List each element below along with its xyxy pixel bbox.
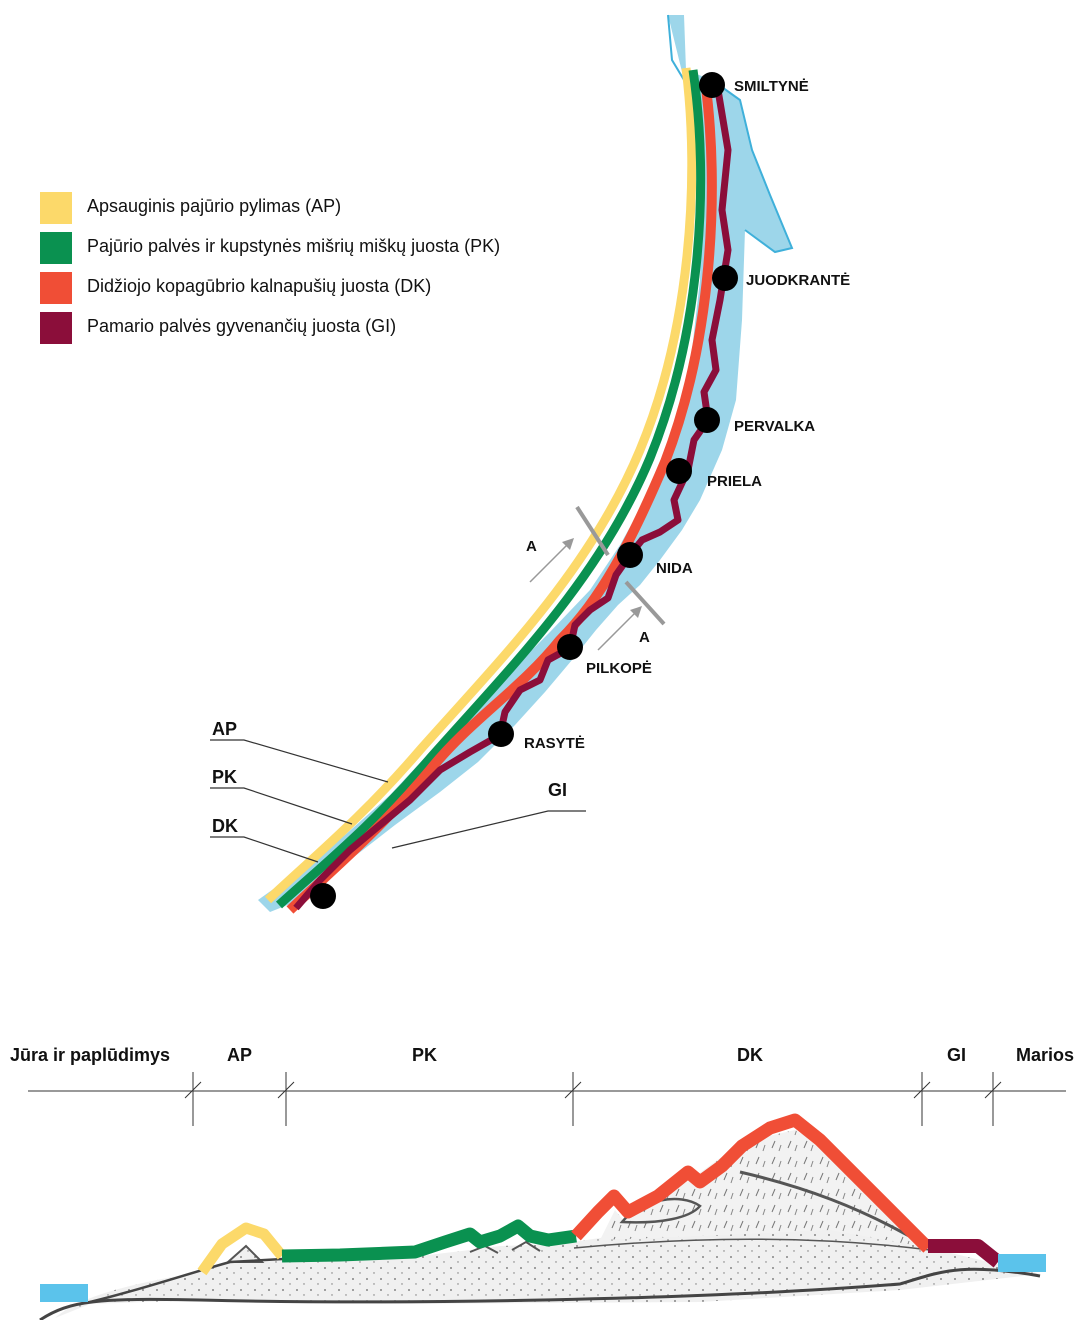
callout-gi-label: GI	[548, 780, 567, 800]
arrow-upper	[529, 539, 573, 583]
callout-ap-label: AP	[212, 719, 237, 739]
callout-pk: PK	[210, 767, 353, 825]
callout-gi-leader	[391, 810, 586, 849]
profile-zone-labels: Jūra ir paplūdimys AP PK DK GI Marios	[10, 1045, 1074, 1065]
settlement-marker	[557, 634, 583, 660]
dune-base-line	[573, 1238, 931, 1251]
zone-divider-tick	[277, 1081, 295, 1099]
settlement-nida: NIDA	[617, 542, 693, 577]
profile-band-dk	[571, 1113, 933, 1253]
profile-sea-water	[40, 1284, 88, 1302]
settlement-marker	[712, 265, 738, 291]
callout-ap-leader	[210, 739, 389, 783]
zone-label-dk: DK	[737, 1045, 763, 1065]
profile-bottom-outline	[39, 1267, 1041, 1320]
zone-dividers	[184, 1072, 1002, 1126]
profile-top-outline	[89, 1256, 301, 1304]
profile-band-ap	[197, 1222, 287, 1276]
profile-band-pk	[281, 1219, 577, 1263]
settlement-marker	[699, 72, 725, 98]
cross-section-profile: Jūra ir paplūdimys AP PK DK GI Marios	[10, 1045, 1074, 1320]
dune-body	[600, 1130, 930, 1248]
settlement-label: JUODKRANTĖ	[746, 272, 850, 289]
arrow-lower	[597, 607, 641, 651]
settlement-pervalka: PERVALKA	[694, 407, 815, 435]
callout-pk-label: PK	[212, 767, 237, 787]
zone-label-pk: PK	[412, 1045, 437, 1065]
callout-dk: DK	[210, 816, 319, 863]
section-marker-upper: A	[526, 538, 537, 555]
section-line-lower	[624, 580, 666, 626]
callout-dk-leader	[210, 836, 319, 863]
legend-swatch	[40, 192, 72, 224]
band-ap	[264, 67, 697, 904]
legend-label: Pajūrio palvės ir kupstynės mišrių miškų…	[87, 236, 501, 256]
settlement-marker	[694, 407, 720, 433]
section-marker-lower: A	[639, 629, 650, 646]
profile-band-gi	[928, 1239, 1003, 1268]
settlement-priela: PRIELA	[666, 458, 762, 490]
zone-label-marios: Marios	[1016, 1045, 1074, 1065]
settlement-label: NIDA	[656, 560, 693, 577]
zone-divider-tick	[913, 1081, 931, 1099]
settlement-label: PILKOPĖ	[586, 660, 652, 677]
settlement-label: PRIELA	[707, 473, 762, 490]
callout-dk-label: DK	[212, 816, 238, 836]
zone-divider-tick	[984, 1081, 1002, 1099]
zone-label-ap: AP	[227, 1045, 252, 1065]
settlement-marker	[488, 721, 514, 747]
settlement-marker	[666, 458, 692, 484]
settlement-rasyte: RASYTĖ	[488, 721, 585, 752]
arrow-lower-head	[630, 606, 642, 618]
settlement-pilkope: PILKOPĖ	[557, 634, 652, 677]
zone-divider-tick	[184, 1081, 202, 1099]
profile-lagoon-water	[998, 1254, 1046, 1272]
spit-map: A A SMILTYNĖ JUODKRANTĖ PERVALKA PRIELA …	[210, 14, 850, 914]
callout-gi: GI	[391, 780, 586, 849]
sea-shoreline	[667, 14, 685, 81]
band-dk	[286, 79, 717, 914]
zone-divider-tick	[564, 1081, 582, 1099]
settlement-label: SMILTYNĖ	[734, 78, 809, 95]
band-gi	[293, 89, 732, 911]
legend-label: Apsauginis pajūrio pylimas (AP)	[87, 196, 342, 216]
callout-pk-leader	[210, 787, 353, 825]
legend-swatch	[40, 232, 72, 264]
lagoon-shoreline	[711, 79, 794, 254]
zone-label-gi: GI	[947, 1045, 966, 1065]
settlement-label: PERVALKA	[734, 418, 815, 435]
settlement-marker	[617, 542, 643, 568]
legend-swatch	[40, 312, 72, 344]
legend-label: Pamario palvės gyvenančių juosta (GI)	[87, 316, 397, 336]
settlement-marker-south	[310, 883, 336, 909]
settlement-juodkrante: JUODKRANTĖ	[712, 265, 850, 291]
settlement-smiltyne: SMILTYNĖ	[699, 72, 809, 98]
band-pk	[275, 69, 706, 909]
callout-ap: AP	[210, 719, 389, 783]
zone-label-sea-beach: Jūra ir paplūdimys	[10, 1045, 170, 1065]
legend-label: Didžiojo kopagūbrio kalnapušių juosta (D…	[87, 276, 432, 296]
settlement-label: RASYTĖ	[524, 735, 585, 752]
arrow-upper-head	[562, 538, 574, 550]
section-line-upper	[575, 505, 610, 557]
legend-swatch	[40, 272, 72, 304]
